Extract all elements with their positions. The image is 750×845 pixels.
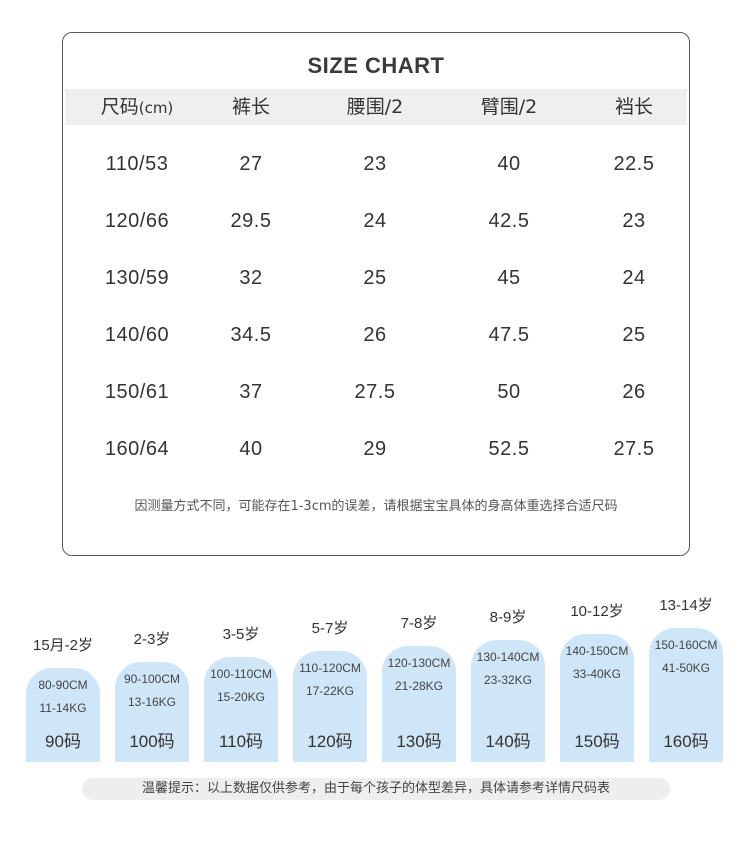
size-code: 110码 (218, 732, 264, 751)
size-code: 160码 (663, 732, 709, 751)
cell-sleeve: 23 (622, 210, 646, 232)
header-size-unit: (cm) (138, 99, 174, 117)
weight-range: 23-32KG (483, 673, 533, 687)
header-waist: 腰围/2 (346, 96, 404, 118)
age-card: 8-9岁 130-140CM 23-32KG 140码 (471, 600, 545, 762)
age-range-label: 15月-2岁 (32, 637, 94, 654)
size-code: 150码 (574, 732, 620, 751)
size-tube: 140-150CM 33-40KG 150码 (560, 634, 634, 762)
cell-size: 150/61 (104, 381, 170, 403)
cell-pants-length: 40 (239, 438, 263, 460)
cell-pants-length: 32 (239, 267, 263, 289)
cell-sleeve: 24 (622, 267, 646, 289)
cell-pants-length: 27 (239, 153, 263, 175)
size-chart-panel: SIZE CHART 尺码(cm) 裤长 腰围/2 臂围/2 裆长 110/53… (62, 32, 690, 556)
age-card: 3-5岁 100-110CM 15-20KG 110码 (204, 600, 278, 762)
age-card: 5-7岁 110-120CM 17-22KG 120码 (293, 600, 367, 762)
header-band (65, 89, 687, 125)
weight-range: 17-22KG (305, 684, 355, 698)
cell-size: 160/64 (104, 438, 170, 460)
size-code: 140码 (485, 732, 531, 751)
size-tube: 80-90CM 11-14KG 90码 (26, 668, 100, 762)
height-range: 90-100CM (123, 672, 181, 686)
size-code: 130码 (396, 732, 442, 751)
age-range-label: 13-14岁 (659, 597, 713, 614)
cell-size: 120/66 (104, 210, 170, 232)
age-range-label: 8-9岁 (489, 609, 527, 626)
cell-arm: 52.5 (488, 438, 530, 460)
cell-waist: 24 (363, 210, 387, 232)
cell-sleeve: 25 (622, 324, 646, 346)
cell-arm: 45 (497, 267, 521, 289)
height-range: 100-110CM (210, 667, 272, 681)
age-guide: 15月-2岁 80-90CM 11-14KG 90码 2-3岁 90-100CM 13-16… (0, 597, 750, 770)
measurement-note: 因测量方式不同，可能存在1-3cm的误差，请根据宝宝具体的身高体重选择合适尺码 (134, 499, 618, 514)
cell-waist: 29 (363, 438, 387, 460)
cell-waist: 26 (363, 324, 387, 346)
height-range: 120-130CM (387, 656, 451, 670)
header-sleeve: 裆长 (614, 96, 653, 118)
height-range: 80-90CM (38, 678, 88, 692)
age-range-label: 10-12岁 (570, 603, 624, 620)
size-code: 100码 (129, 732, 175, 751)
cell-waist: 27.5 (354, 381, 396, 403)
size-tube: 90-100CM 13-16KG 100码 (115, 662, 189, 762)
height-range: 110-120CM (299, 661, 361, 675)
cell-pants-length: 29.5 (230, 210, 272, 232)
cell-pants-length: 37 (239, 381, 263, 403)
size-tube: 150-160CM 41-50KG 160码 (649, 628, 723, 762)
cell-size: 140/60 (104, 324, 170, 346)
weight-range: 33-40KG (572, 667, 622, 681)
age-range-label: 5-7岁 (311, 620, 349, 637)
weight-range: 13-16KG (127, 695, 177, 709)
age-card: 7-8岁 120-130CM 21-28KG 130码 (382, 600, 456, 762)
age-card: 10-12岁 140-150CM 33-40KG 150码 (560, 600, 634, 762)
weight-range: 11-14KG (39, 701, 87, 715)
size-code: 120码 (307, 732, 353, 751)
size-chart-title: SIZE CHART (307, 53, 445, 78)
header-pants-length: 裤长 (231, 96, 270, 118)
size-tube: 120-130CM 21-28KG 130码 (382, 646, 456, 762)
age-range-label: 3-5岁 (222, 626, 260, 643)
age-range-label: 7-8岁 (400, 615, 438, 632)
weight-range: 21-28KG (394, 679, 444, 693)
size-code: 90码 (45, 732, 81, 751)
age-card: 2-3岁 90-100CM 13-16KG 100码 (115, 600, 189, 762)
header-size-label: 尺码 (100, 96, 139, 118)
size-tube: 110-120CM 17-22KG 120码 (293, 651, 367, 762)
cell-sleeve: 26 (622, 381, 646, 403)
height-range: 140-150CM (565, 644, 629, 658)
height-range: 130-140CM (476, 650, 540, 664)
header-arm: 臂围/2 (480, 96, 538, 118)
cell-pants-length: 34.5 (230, 324, 272, 346)
tip-banner: 温馨提示：以上数据仅供参考，由于每个孩子的体型差异，具体请参考详情尺码表 (82, 778, 670, 800)
height-range: 150-160CM (654, 638, 718, 652)
age-card: 13-14岁 150-160CM 41-50KG 160码 (649, 597, 723, 762)
size-tube: 100-110CM 15-20KG 110码 (204, 657, 278, 762)
cell-size: 110/53 (105, 153, 169, 175)
weight-range: 41-50KG (661, 661, 711, 675)
cell-sleeve: 27.5 (613, 438, 655, 460)
weight-range: 15-20KG (216, 690, 266, 704)
cell-sleeve: 22.5 (613, 153, 655, 175)
cell-waist: 23 (363, 153, 387, 175)
cell-arm: 47.5 (488, 324, 530, 346)
cell-waist: 25 (363, 267, 387, 289)
cell-arm: 40 (497, 153, 521, 175)
age-range-label: 2-3岁 (133, 631, 171, 648)
header-size: 尺码(cm) (77, 89, 197, 125)
age-card: 15月-2岁 80-90CM 11-14KG 90码 (26, 600, 100, 762)
cell-arm: 42.5 (488, 210, 530, 232)
size-tube: 130-140CM 23-32KG 140码 (471, 640, 545, 762)
cell-arm: 50 (497, 381, 521, 403)
cell-size: 130/59 (104, 267, 170, 289)
